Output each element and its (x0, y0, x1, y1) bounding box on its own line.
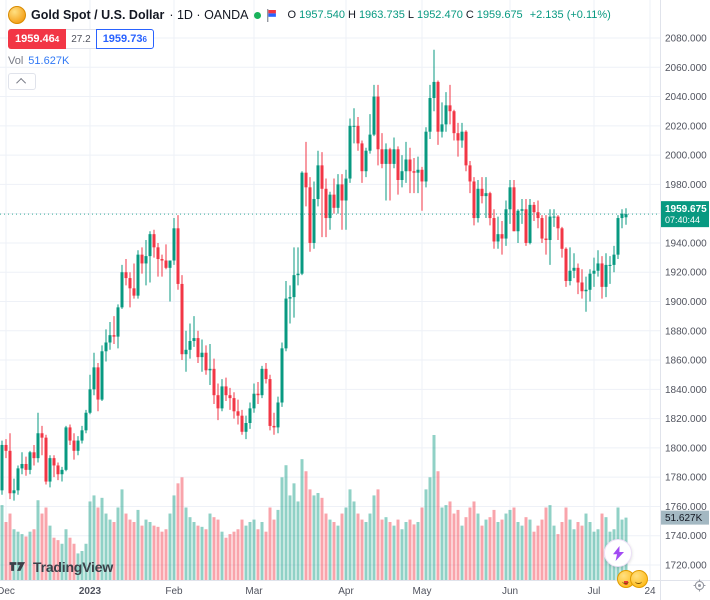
quick-actions-button[interactable] (604, 539, 632, 567)
svg-text:1840.000: 1840.000 (665, 385, 707, 396)
svg-text:1740.000: 1740.000 (665, 531, 707, 542)
svg-text:1920.000: 1920.000 (665, 268, 707, 279)
svg-text:1780.000: 1780.000 (665, 473, 707, 484)
volume-axis-label: 51.627K (661, 510, 709, 525)
open-label: O (287, 9, 297, 21)
emoji-face-icon (630, 570, 648, 588)
svg-text:Mar: Mar (245, 586, 263, 597)
tradingview-logo[interactable]: TradingView (8, 557, 113, 576)
volume-bars-layer (0, 435, 628, 580)
price-axis[interactable]: 1720.000 1740.000 1760.000 1780.000 1800.000… (665, 34, 707, 572)
symbol-interval-exchange: · 1D · OANDA (169, 8, 249, 22)
svg-text:Jul: Jul (588, 586, 601, 597)
svg-text:May: May (413, 586, 432, 597)
gold-coin-icon (8, 6, 26, 24)
low-label: L (407, 9, 414, 21)
change-value: +2.135 (+0.11%) (529, 9, 611, 21)
svg-text:Apr: Apr (338, 586, 354, 597)
svg-text:2040.000: 2040.000 (665, 92, 707, 103)
svg-text:Jun: Jun (502, 586, 518, 597)
volume-value: 51.627K (28, 55, 70, 67)
svg-text:1760.000: 1760.000 (665, 502, 707, 513)
time-axis[interactable]: Dec 2023 Feb Mar Apr May Jun Jul 24 (0, 586, 656, 597)
buy-button[interactable]: 1959.73 6 (95, 29, 154, 49)
svg-text:Dec: Dec (0, 586, 15, 597)
svg-text:2080.000: 2080.000 (665, 34, 707, 45)
svg-text:1820.000: 1820.000 (665, 414, 707, 425)
close-label: C (465, 9, 474, 21)
close-value: 1959.675 (476, 9, 523, 21)
svg-text:Feb: Feb (165, 586, 183, 597)
svg-text:1720.000: 1720.000 (665, 561, 707, 572)
svg-text:2020.000: 2020.000 (665, 121, 707, 132)
svg-text:2060.000: 2060.000 (665, 63, 707, 74)
market-open-status-icon (253, 11, 261, 19)
svg-text:1880.000: 1880.000 (665, 326, 707, 337)
high-label: H (347, 9, 356, 21)
svg-text:24: 24 (644, 586, 656, 597)
high-value: 1963.735 (358, 9, 405, 21)
ohlc-readout: O 1957.540 H 1963.735 L 1952.470 C 1959.675 … (288, 9, 611, 21)
svg-text:1860.000: 1860.000 (665, 356, 707, 367)
legend-collapse-button[interactable] (8, 73, 36, 90)
buy-price-fraction: 6 (142, 34, 147, 44)
candles-layer (0, 49, 628, 501)
svg-text:2000.000: 2000.000 (665, 151, 707, 162)
tradingview-logo-text: TradingView (33, 558, 114, 575)
reactions-button[interactable] (617, 570, 648, 588)
axis-settings-button[interactable] (693, 579, 706, 597)
svg-text:51.627K: 51.627K (665, 513, 703, 524)
svg-text:1800.000: 1800.000 (665, 443, 707, 454)
buy-price: 1959.73 (102, 33, 143, 45)
tradingview-mark-icon (9, 562, 26, 571)
svg-text:1959.675: 1959.675 (665, 204, 707, 215)
open-value: 1957.540 (299, 9, 345, 21)
sell-price: 1959.46 (15, 33, 55, 45)
chevron-up-icon (15, 77, 26, 88)
svg-text:1980.000: 1980.000 (665, 180, 707, 191)
flag-icon[interactable] (266, 8, 277, 22)
sell-price-fraction: 4 (54, 34, 60, 44)
symbol-title[interactable]: Gold Spot / U.S. Dollar (31, 8, 165, 22)
sell-button[interactable]: 1959.46 4 (8, 29, 67, 49)
svg-text:2023: 2023 (79, 586, 102, 597)
volume-label: Vol (8, 55, 24, 67)
spread-label: 27.2 (66, 29, 96, 49)
svg-text:1940.000: 1940.000 (665, 238, 707, 249)
volume-legend: Vol 51.627K (8, 55, 611, 67)
symbol-legend: Gold Spot / U.S. Dollar · 1D · OANDA O 19… (8, 6, 611, 90)
low-value: 1952.470 (416, 9, 463, 21)
lightning-bolt-icon (612, 545, 624, 561)
svg-text:1900.000: 1900.000 (665, 297, 707, 308)
gear-icon (693, 579, 706, 592)
svg-text:07:40:44: 07:40:44 (665, 215, 700, 225)
